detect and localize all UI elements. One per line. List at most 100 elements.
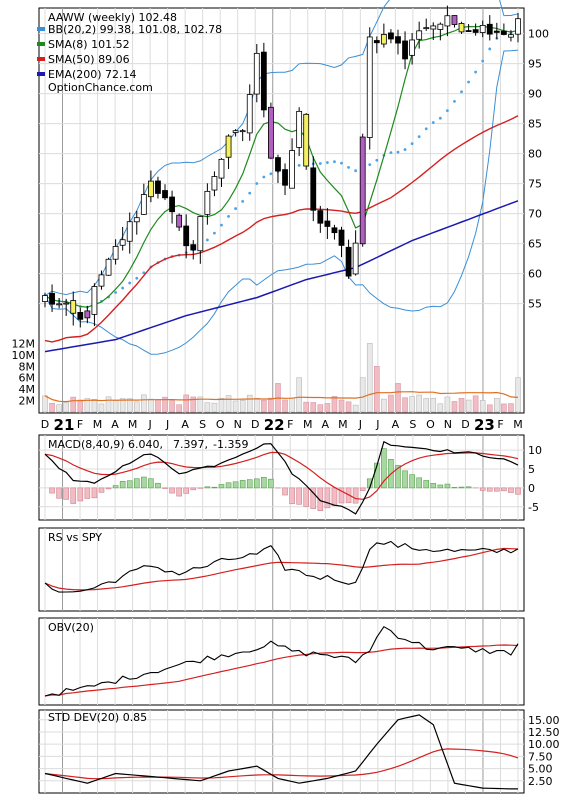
month-label: F [77,418,83,431]
volume-bar [232,400,239,413]
sma50-line [44,115,519,343]
candle-body [77,312,84,320]
candle-body [275,157,281,172]
year-label: 22 [264,416,285,434]
std-tick-label: 10.00 [528,738,560,751]
obv-line [44,625,519,697]
macd-histogram-bar [70,487,77,504]
bollinger-middle-dot [241,199,245,203]
macd-histogram-bar [119,480,126,489]
price-tick-label: 70 [528,208,542,221]
bollinger-middle-dot [410,142,414,146]
candle-body [338,229,345,246]
bollinger-middle-dot [453,99,456,103]
bollinger-middle-dot [121,286,125,290]
price-tick-label: 75 [528,178,542,191]
bollinger-middle-dot [135,276,139,280]
candle-body [437,23,444,30]
candle-body [211,176,218,191]
month-label: M [128,418,138,431]
bollinger-middle-dot [438,116,442,120]
candle-body [176,214,183,228]
macd-histogram-bar [225,482,232,489]
macd-tick-label: 0 [528,482,535,495]
std-tick-label: 5.00 [528,763,553,776]
sma8-line [44,25,519,308]
candle-body [253,52,260,95]
volume-bar [423,398,430,413]
volume-bar [352,404,359,413]
volume-bar [141,394,147,413]
volume-bar [430,397,437,413]
macd-histogram-bar [190,487,197,491]
macd-histogram-bar [141,476,147,489]
price-title: AAWW (weekly) 102.48 [48,11,177,24]
volume-tick-label: 10M [12,349,36,362]
candle-body [451,15,458,25]
macd-histogram-bar [331,487,338,507]
month-label: N [234,418,242,431]
month-label: D [251,418,259,431]
legend-swatch [37,72,45,76]
candle-body [282,169,288,186]
macd-tick-label: -5 [528,501,539,514]
macd-tick-label: 5 [528,463,535,476]
macd-histogram-bar [91,487,98,499]
candle-body [84,310,91,319]
month-label: S [199,418,206,431]
candle-body [331,227,338,234]
volume-bar [119,398,126,413]
volume-bar [204,402,211,413]
volume-bar [451,401,458,413]
volume-bar [155,399,161,413]
bollinger-middle-dot [114,291,117,294]
macd-histogram-bar [232,481,239,489]
candle-body [296,110,303,148]
volume-tick-label: 4M [19,383,36,396]
macd-histogram-bar [183,487,189,494]
bollinger-middle-dot [220,223,223,227]
legend-label: EMA(200) 72.14 [48,68,137,81]
rs-legend-label: RS vs SPY [48,531,102,544]
candle-body [303,113,310,167]
bollinger-middle-dot [347,165,350,169]
bollinger-middle-dot [318,162,322,165]
macd-histogram-bar [515,487,521,495]
macd-tick-label: 10 [528,444,542,457]
bollinger-middle-dot [460,90,463,94]
volume-bar [409,396,415,413]
macd-histogram-bar [430,483,437,489]
volume-bar [211,402,218,413]
candle-body [126,221,133,242]
candle-body [395,36,401,44]
volume-bar [70,396,77,413]
bollinger-middle-dot [128,281,132,285]
macd-histogram-bar [112,485,119,489]
volume-tick-label: 8M [19,360,36,373]
bollinger-middle-dot [431,121,435,124]
candle-body [423,27,430,30]
month-label: A [181,418,189,431]
price-tick-label: 85 [528,118,542,131]
candle-body [465,30,472,32]
month-label: J [375,418,379,431]
candle-body [133,217,140,223]
bollinger-middle-dot [262,175,266,179]
candle-body [409,39,416,56]
bollinger-middle-dot [325,161,329,164]
candle-body [56,303,63,306]
source-label: OptionChance.com [48,81,153,94]
volume-bar [63,402,69,413]
candle-body [155,180,161,194]
volume-bar [416,394,422,413]
std-tick-label: 15.00 [528,714,560,727]
macd-histogram-bar [148,478,154,489]
month-label: F [497,418,503,431]
macd-histogram-bar [465,486,472,489]
volume-bar [77,399,84,413]
candle-body [508,34,514,38]
macd-histogram-bar [437,484,444,489]
volume-bar [183,394,189,413]
volume-bar [472,395,479,413]
volume-bar [310,402,317,413]
